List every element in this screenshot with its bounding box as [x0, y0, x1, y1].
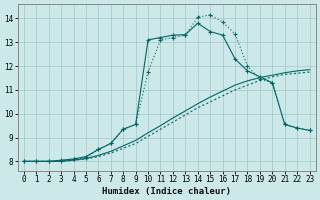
- X-axis label: Humidex (Indice chaleur): Humidex (Indice chaleur): [102, 187, 231, 196]
